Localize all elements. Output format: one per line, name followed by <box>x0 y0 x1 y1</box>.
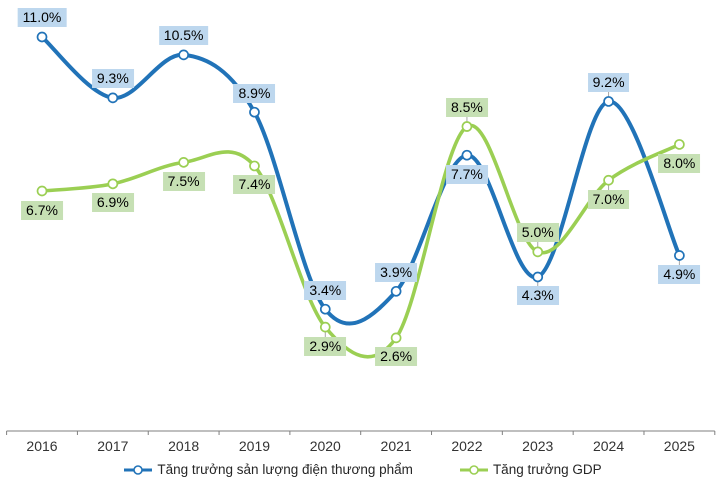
legend-label-electricity-growth: Tăng trưởng sản lượng điện thương phẩm <box>157 462 413 477</box>
x-axis-label: 2024 <box>593 438 624 454</box>
data-point-marker <box>319 321 331 333</box>
legend-line-marker-icon <box>459 464 488 475</box>
data-point-marker <box>390 332 402 344</box>
x-axis-label: 2020 <box>310 438 341 454</box>
data-point-marker <box>319 303 331 315</box>
legend-label-gdp-growth: Tăng trưởng GDP <box>492 462 602 477</box>
data-point-marker <box>36 31 48 43</box>
line-chart-svg: 2016 2017 2018 2019 2020 2021 2022 2023 2024 2025 <box>6 31 716 454</box>
series-line-0 <box>40 34 682 326</box>
data-point-marker <box>178 49 189 61</box>
data-point-marker <box>390 285 402 297</box>
x-axis-label: 2025 <box>664 438 695 454</box>
legend-item-gdp-growth: Tăng trưởng GDP <box>459 462 602 477</box>
x-axis-label: 2023 <box>522 438 553 454</box>
x-axis-label: 2017 <box>97 438 128 454</box>
x-axis-label: 2018 <box>168 438 199 454</box>
data-point-marker <box>249 106 260 118</box>
data-point-marker <box>107 178 119 190</box>
chart-legend: Tăng trưởng sản lượng điện thương phẩm T… <box>0 462 725 477</box>
data-point-marker <box>249 160 260 172</box>
data-point-marker <box>178 157 189 168</box>
data-point-marker <box>674 250 685 261</box>
legend-circle-1 <box>469 464 479 475</box>
data-point-marker <box>532 246 544 258</box>
data-point-marker <box>107 92 119 104</box>
data-point-marker <box>603 96 614 107</box>
data-point-marker <box>674 139 685 150</box>
data-point-marker <box>461 121 473 132</box>
x-axis-label: 2019 <box>239 438 270 454</box>
x-axis-label: 2022 <box>451 438 482 454</box>
data-point-marker <box>532 271 544 283</box>
data-point-marker <box>36 185 48 197</box>
data-point-marker <box>603 174 614 186</box>
x-axis-label: 2016 <box>26 438 57 454</box>
data-point-marker <box>461 149 473 161</box>
legend-circle-0 <box>133 464 144 475</box>
legend-line-marker-icon <box>124 464 153 475</box>
x-axis-label: 2021 <box>381 438 412 454</box>
legend-item-electricity-growth: Tăng trưởng sản lượng điện thương phẩm <box>123 462 413 477</box>
